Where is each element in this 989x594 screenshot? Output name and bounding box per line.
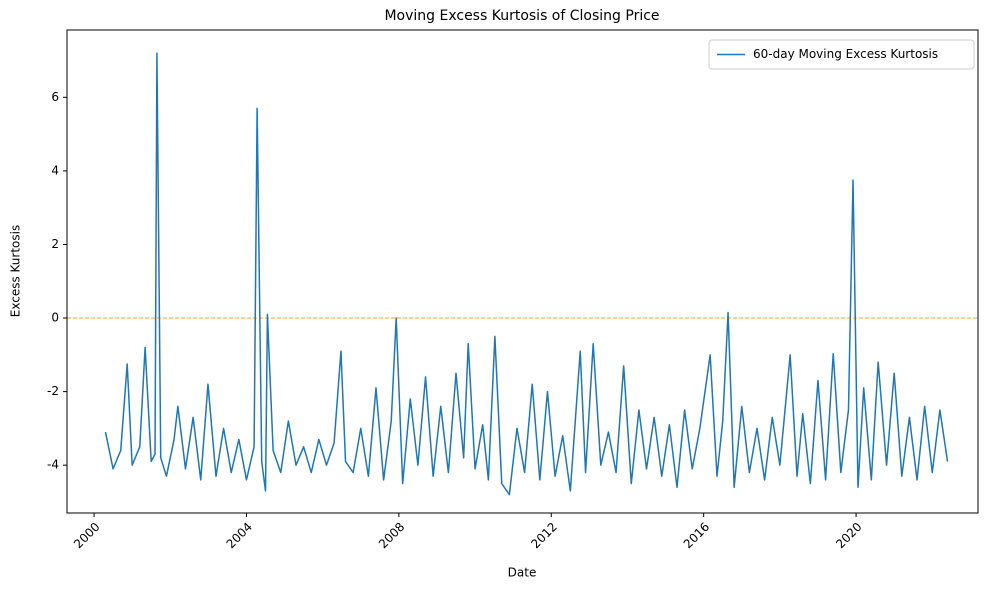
y-axis-label: Excess Kurtosis xyxy=(9,225,23,317)
line-series xyxy=(104,52,949,496)
x-tick-label: 2020 xyxy=(833,520,864,551)
x-axis-label: Date xyxy=(508,566,537,580)
y-tick-label: 0 xyxy=(51,311,59,325)
x-tick-label: 2004 xyxy=(224,520,255,551)
y-tick-label: -2 xyxy=(47,384,59,398)
x-tick-label: 2008 xyxy=(376,520,407,551)
x-tick-label: 2016 xyxy=(681,520,712,551)
legend-label: 60-day Moving Excess Kurtosis xyxy=(753,47,938,61)
y-tick-label: 4 xyxy=(51,163,59,177)
y-tick-label: 2 xyxy=(51,237,59,251)
legend-box xyxy=(708,39,975,70)
chart-title: Moving Excess Kurtosis of Closing Price xyxy=(384,8,659,24)
x-tick-label: 2012 xyxy=(528,520,559,551)
y-tick-label: -4 xyxy=(47,458,59,472)
y-tick-label: 6 xyxy=(51,90,59,104)
plot-frame xyxy=(66,29,979,514)
x-tick-label: 2000 xyxy=(71,520,102,551)
